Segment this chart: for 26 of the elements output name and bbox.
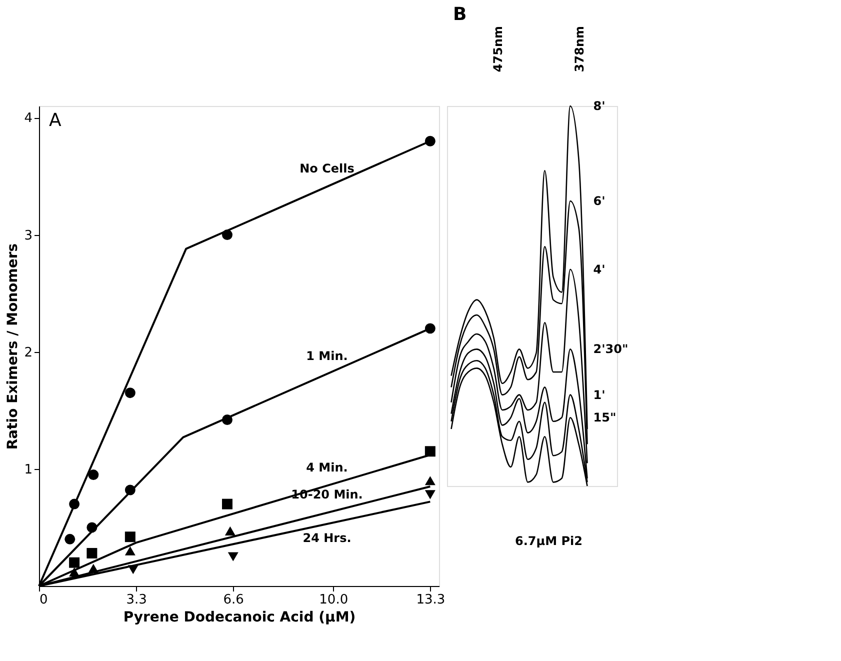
text: B — [453, 4, 467, 25]
y-tick-label: 2 — [24, 345, 32, 360]
series-label: 1 Min. — [306, 348, 348, 363]
x-tick-label: 13.3 — [416, 592, 446, 608]
series-label: No Cells — [300, 162, 354, 176]
series-label: 6' — [593, 194, 606, 208]
y-axis-title: Ratio Eximers / Monomers — [5, 243, 22, 450]
annotation: A — [49, 110, 62, 131]
series-label: 4 Min. — [306, 460, 348, 475]
text: 378nm — [572, 26, 587, 72]
series-label: 8' — [593, 99, 606, 113]
x-tick-label: 0 — [40, 592, 48, 608]
series-label: 24 Hrs. — [302, 530, 352, 545]
series-label: 4' — [593, 262, 606, 276]
y-tick-label: 3 — [24, 228, 32, 244]
x-tick-label: 10.0 — [319, 592, 348, 608]
y-tick-label: 4 — [24, 111, 32, 126]
x-axis-title: Pyrene Dodecanoic Acid (µM) — [123, 610, 356, 626]
series-label: 1' — [593, 388, 606, 402]
series-label: 15" — [593, 410, 616, 425]
text: 6.7µM Pi2 — [515, 534, 582, 548]
series-label: 2'30" — [593, 342, 628, 356]
x-tick-label: 6.6 — [223, 592, 244, 608]
text: 475nm — [491, 26, 505, 72]
x-tick-label: 3.3 — [126, 592, 147, 608]
y-tick-label: 1 — [24, 462, 32, 478]
